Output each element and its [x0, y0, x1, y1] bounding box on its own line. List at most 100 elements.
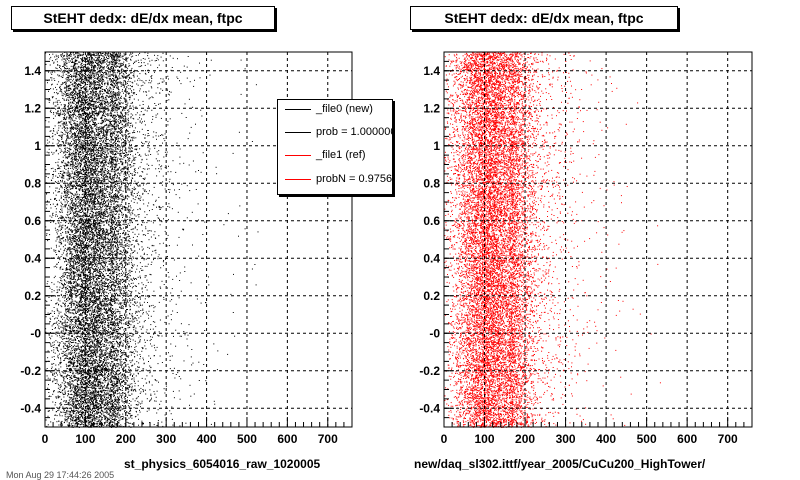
data-point: [66, 98, 68, 100]
data-point: [92, 384, 94, 386]
data-point: [134, 296, 136, 298]
data-point: [55, 379, 57, 381]
data-point: [82, 362, 84, 364]
data-point: [76, 387, 78, 389]
data-point: [66, 350, 68, 351]
data-point: [79, 264, 80, 266]
data-point: [57, 92, 59, 94]
data-point: [73, 339, 74, 341]
data-point: [68, 246, 70, 248]
data-point: [83, 280, 85, 282]
data-point: [114, 165, 116, 167]
data-point: [72, 341, 74, 343]
data-point: [103, 172, 105, 174]
data-point: [74, 238, 75, 239]
data-point: [97, 394, 98, 396]
data-point: [114, 106, 116, 108]
data-point: [152, 321, 154, 323]
data-point: [77, 229, 79, 230]
data-point: [117, 329, 119, 331]
data-point: [53, 349, 55, 351]
data-point: [109, 220, 111, 222]
data-point: [135, 310, 137, 312]
data-point: [75, 321, 77, 323]
data-point: [109, 86, 111, 88]
data-point: [119, 295, 121, 297]
data-point: [115, 92, 117, 94]
data-point: [79, 139, 80, 141]
data-point: [88, 143, 90, 145]
data-point: [101, 291, 103, 293]
data-point: [132, 239, 134, 241]
data-point: [98, 79, 99, 81]
data-point: [92, 352, 94, 353]
data-point: [69, 248, 71, 250]
data-point: [60, 131, 62, 133]
data-point: [101, 386, 103, 388]
data-point: [50, 198, 52, 200]
data-point: [123, 293, 125, 295]
data-point: [167, 234, 169, 236]
data-point: [91, 421, 93, 423]
data-point: [62, 342, 64, 344]
data-point: [90, 57, 92, 59]
data-point: [118, 402, 120, 404]
data-point: [87, 405, 89, 407]
data-point: [102, 332, 104, 334]
data-point: [96, 278, 98, 280]
data-point: [140, 268, 142, 270]
data-point: [76, 57, 78, 59]
data-point: [91, 346, 93, 347]
data-point: [82, 118, 84, 120]
data-point: [88, 259, 90, 261]
data-point: [119, 148, 121, 150]
data-point: [88, 335, 90, 337]
data-point: [131, 388, 133, 390]
data-point: [67, 383, 69, 385]
data-point: [137, 172, 139, 174]
data-point: [96, 211, 98, 213]
data-point: [58, 304, 59, 306]
data-point: [77, 198, 79, 200]
data-point: [133, 257, 135, 259]
data-point: [158, 150, 160, 152]
data-point: [51, 368, 53, 370]
data-point: [107, 352, 109, 354]
data-point: [109, 125, 111, 127]
data-point: [105, 390, 107, 392]
data-point: [100, 67, 102, 69]
data-point: [150, 86, 152, 88]
data-point: [86, 229, 88, 231]
data-point: [121, 113, 123, 115]
data-point: [69, 222, 71, 224]
data-point: [60, 211, 62, 213]
data-point: [60, 176, 62, 178]
data-point: [93, 115, 95, 117]
data-point: [112, 152, 114, 154]
data-point: [93, 314, 95, 316]
data-point: [112, 165, 114, 167]
data-point: [66, 127, 68, 129]
data-point: [79, 258, 81, 260]
data-point: [77, 399, 79, 401]
data-point: [99, 161, 101, 163]
data-point: [74, 387, 76, 388]
scatter-points: [45, 52, 259, 428]
data-point: [132, 352, 133, 354]
data-point: [74, 88, 76, 90]
data-point: [63, 359, 65, 361]
data-point: [80, 421, 82, 423]
data-point: [171, 208, 173, 210]
data-point: [99, 150, 101, 151]
data-point: [103, 211, 105, 212]
data-point: [81, 74, 82, 76]
data-point: [60, 241, 62, 243]
data-point: [95, 326, 97, 328]
data-point: [110, 136, 112, 137]
data-point: [128, 394, 130, 396]
data-point: [83, 259, 85, 261]
data-point: [75, 80, 77, 81]
data-point: [89, 292, 91, 294]
data-point: [60, 68, 62, 70]
data-point: [84, 350, 86, 352]
